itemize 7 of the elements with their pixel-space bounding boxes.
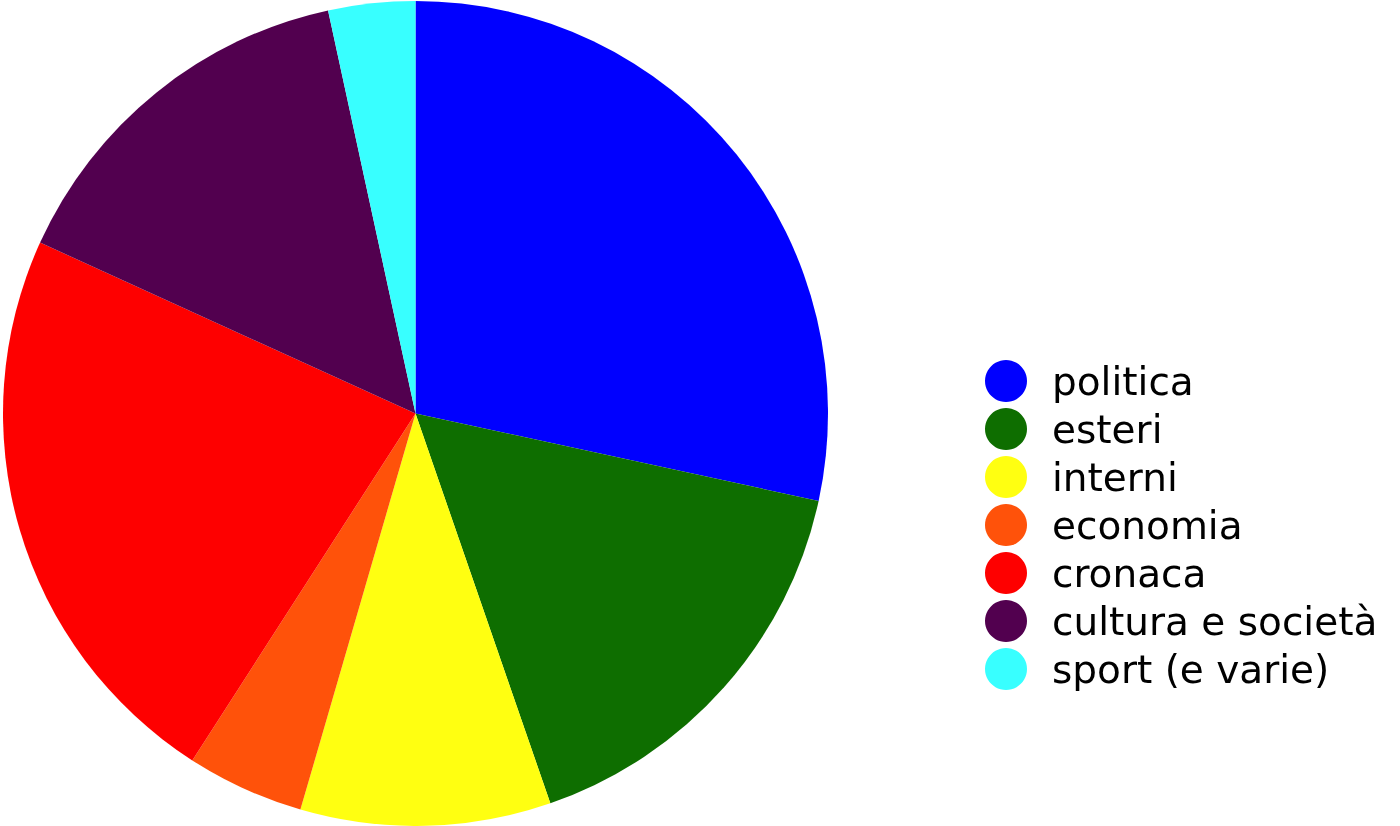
legend-label: interni: [1052, 454, 1178, 500]
legend-label: cronaca: [1052, 550, 1207, 596]
legend-label: esteri: [1052, 406, 1163, 452]
legend-label: economia: [1052, 502, 1243, 548]
legend-label: cultura e società: [1052, 598, 1378, 644]
legend-label: politica: [1052, 358, 1194, 404]
legend-label: sport (e varie): [1052, 646, 1330, 692]
